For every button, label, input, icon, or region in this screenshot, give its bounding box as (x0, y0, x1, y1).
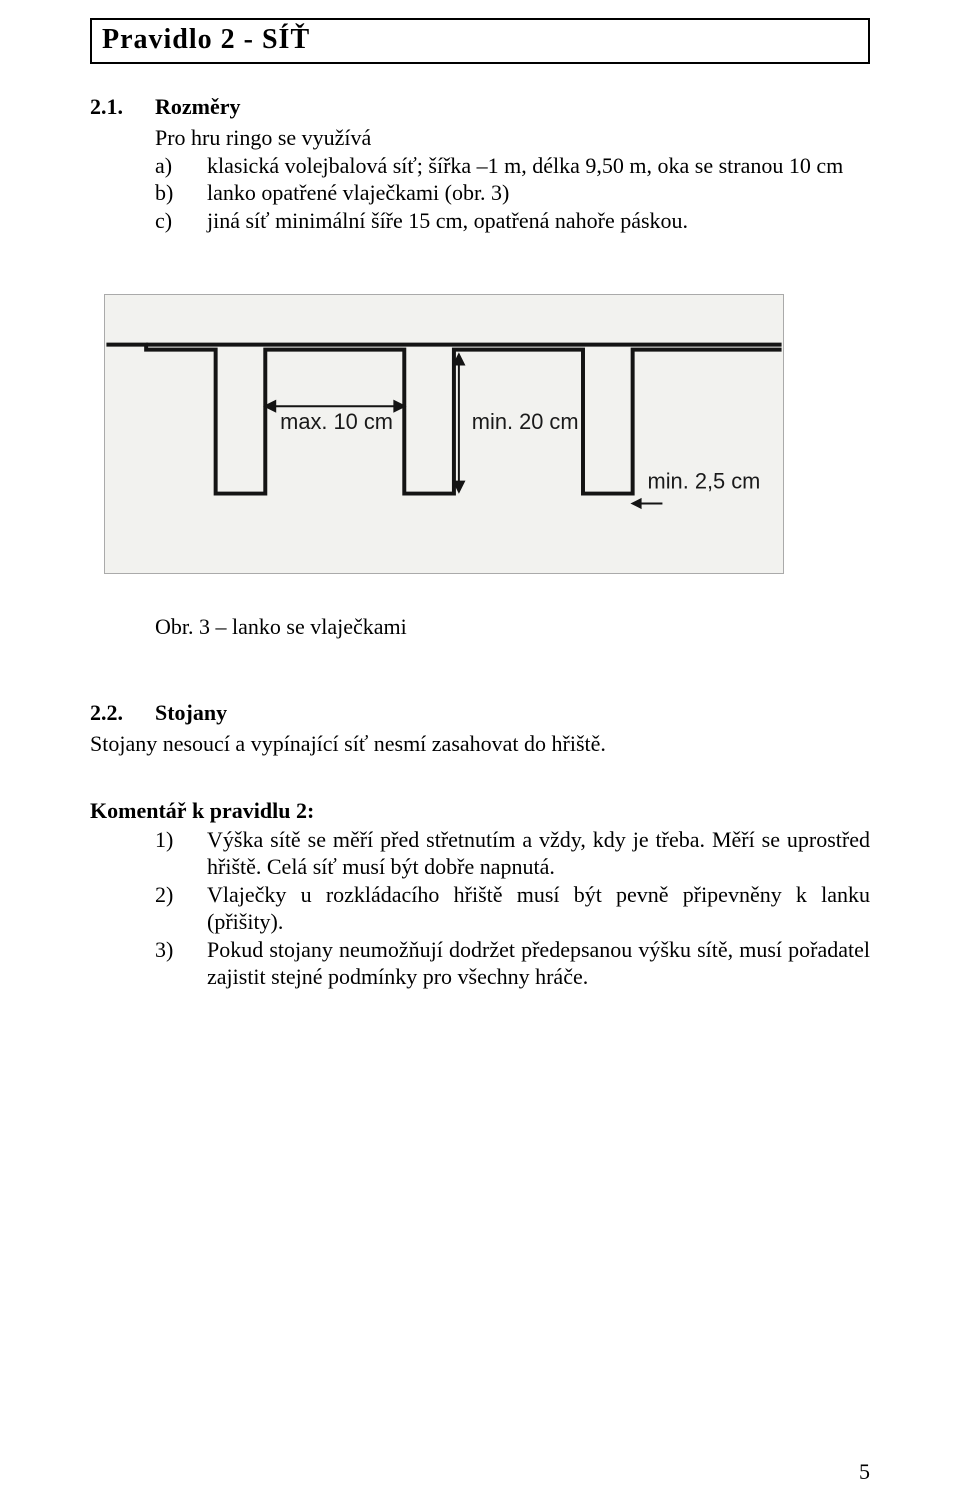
list-text: lanko opatřené vlaječkami (obr. 3) (207, 179, 870, 207)
list-text: Pokud stojany neumožňují dodržet předeps… (207, 936, 870, 991)
rule-title-box: Pravidlo 2 - SÍŤ (90, 18, 870, 64)
figure-label-max: max. 10 cm (280, 409, 393, 434)
list-item-b: b) lanko opatřené vlaječkami (obr. 3) (155, 179, 870, 207)
section-2-2-heading: 2.2. Stojany (90, 700, 870, 726)
komentar-item-3: 3) Pokud stojany neumožňují dodržet před… (155, 936, 870, 991)
figure-3-svg: max. 10 cm min. 20 cm min. 2,5 cm (105, 295, 783, 573)
komentar-item-1: 1) Výška sítě se měří před střetnutím a … (155, 826, 870, 881)
section-2-1-intro: Pro hru ringo se využívá (155, 124, 870, 152)
section-head: Rozměry (155, 94, 241, 120)
figure-label-min-h: min. 20 cm (472, 409, 579, 434)
list-marker: b) (155, 179, 207, 207)
komentar-heading: Komentář k pravidlu 2: (90, 798, 870, 824)
page-number: 5 (859, 1459, 870, 1485)
list-text: Vlaječky u rozkládacího hřiště musí být … (207, 881, 870, 936)
list-text: Výška sítě se měří před střetnutím a vžd… (207, 826, 870, 881)
list-marker: 3) (155, 936, 207, 991)
list-text: klasická volejbalová síť; šířka –1 m, dé… (207, 152, 870, 180)
page: Pravidlo 2 - SÍŤ 2.1. Rozměry Pro hru ri… (0, 0, 960, 1509)
figure-label-min-w: min. 2,5 cm (648, 469, 761, 494)
list-item-a: a) klasická volejbalová síť; šířka –1 m,… (155, 152, 870, 180)
list-item-c: c) jiná síť minimální šíře 15 cm, opatře… (155, 207, 870, 235)
list-marker: 2) (155, 881, 207, 936)
list-marker: a) (155, 152, 207, 180)
list-marker: c) (155, 207, 207, 235)
list-marker: 1) (155, 826, 207, 881)
list-text: jiná síť minimální šíře 15 cm, opatřená … (207, 207, 870, 235)
section-number: 2.1. (90, 94, 155, 120)
figure-caption: Obr. 3 – lanko se vlaječkami (155, 614, 870, 640)
figure-3: max. 10 cm min. 20 cm min. 2,5 cm (104, 294, 784, 574)
section-head: Stojany (155, 700, 227, 726)
section-number: 2.2. (90, 700, 155, 726)
section-2-2-body: Stojany nesoucí a vypínající síť nesmí z… (90, 730, 870, 758)
rule-title: Pravidlo 2 - SÍŤ (102, 24, 310, 55)
komentar-item-2: 2) Vlaječky u rozkládacího hřiště musí b… (155, 881, 870, 936)
section-2-1-heading: 2.1. Rozměry (90, 94, 870, 120)
